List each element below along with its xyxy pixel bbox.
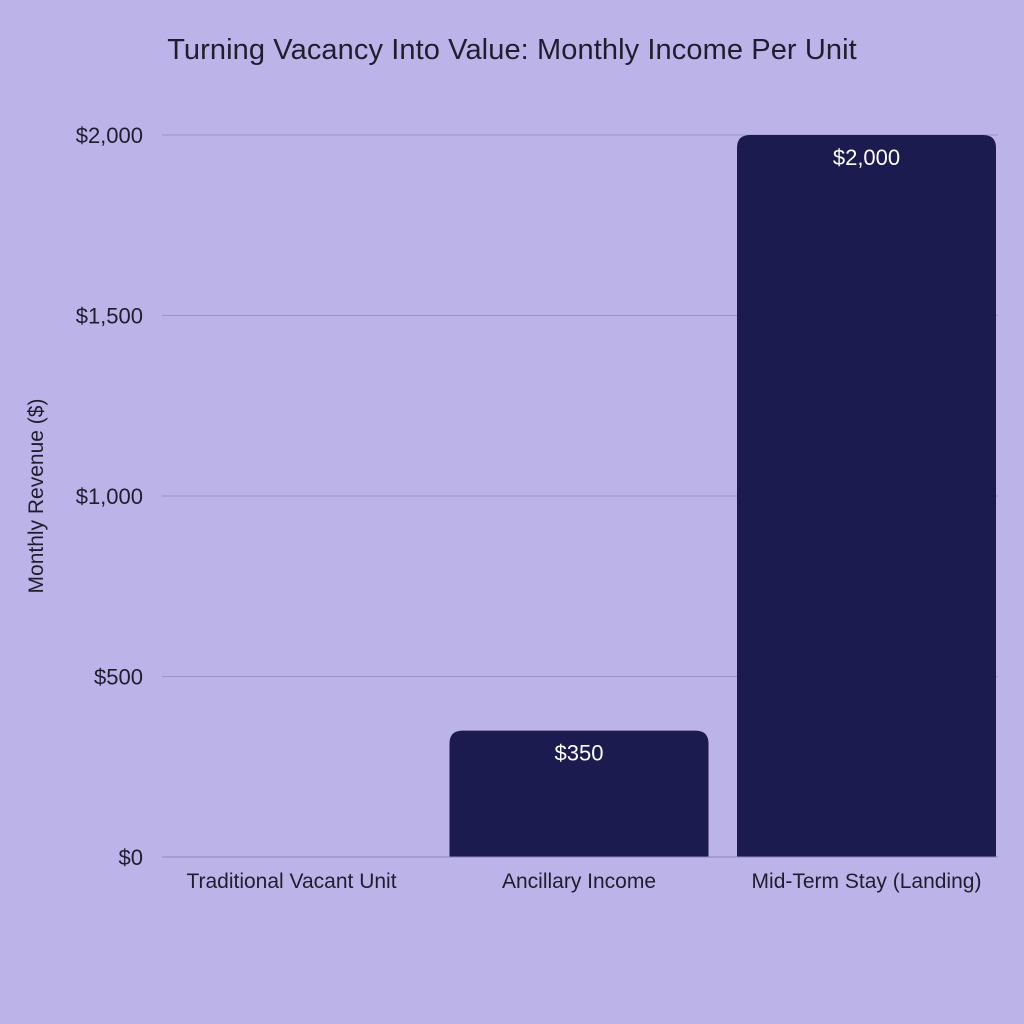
bar-value-label: $2,000 bbox=[833, 145, 900, 170]
bar bbox=[449, 730, 709, 857]
y-axis-label: Monthly Revenue ($) bbox=[25, 399, 48, 594]
y-tick-label: $1,000 bbox=[76, 484, 143, 509]
x-tick-label: Ancillary Income bbox=[502, 870, 656, 893]
y-tick-label: $2,000 bbox=[76, 123, 143, 148]
bar bbox=[737, 135, 996, 857]
y-tick-label: $1,500 bbox=[76, 304, 143, 329]
bar-value-label: $350 bbox=[555, 741, 604, 766]
chart-title: Turning Vacancy Into Value: Monthly Inco… bbox=[167, 34, 857, 66]
y-tick-label: $500 bbox=[94, 665, 143, 690]
x-tick-label: Traditional Vacant Unit bbox=[186, 870, 396, 893]
x-tick-label: Mid-Term Stay (Landing) bbox=[752, 870, 982, 893]
y-tick-label: $0 bbox=[119, 845, 143, 870]
